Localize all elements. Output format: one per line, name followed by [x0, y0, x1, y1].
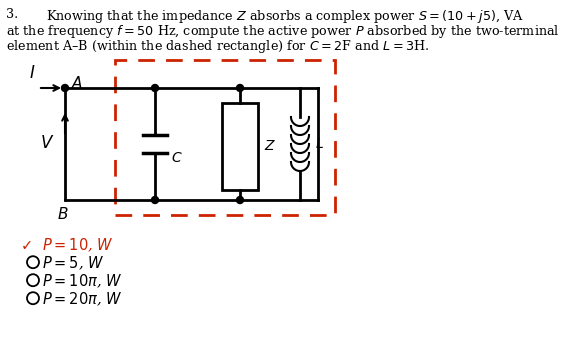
Text: $B$: $B$ — [57, 206, 68, 222]
Text: Knowing that the impedance $Z$ absorbs a complex power $S = (10 + j5)$, VA: Knowing that the impedance $Z$ absorbs a… — [46, 8, 524, 25]
Circle shape — [152, 84, 158, 91]
Text: $A$: $A$ — [71, 75, 83, 91]
Circle shape — [237, 197, 243, 203]
Text: $I$: $I$ — [29, 65, 35, 82]
Text: $C$: $C$ — [171, 151, 183, 165]
Text: $P = 20\pi$, $W$: $P = 20\pi$, $W$ — [42, 291, 122, 308]
Text: $Z$: $Z$ — [264, 139, 276, 153]
Text: $V$: $V$ — [40, 136, 54, 153]
Text: at the frequency $f = 50$ Hz, compute the active power $P$ absorbed by the two-t: at the frequency $f = 50$ Hz, compute th… — [6, 23, 560, 40]
Text: $\checkmark$: $\checkmark$ — [20, 237, 32, 252]
Text: $P = 5$, $W$: $P = 5$, $W$ — [42, 255, 104, 272]
Circle shape — [152, 197, 158, 203]
Text: $P = 10$, $W$: $P = 10$, $W$ — [42, 237, 114, 254]
Bar — [222, 103, 258, 190]
Text: element A–B (within the dashed rectangle) for $C = 2$F and $L = 3$H.: element A–B (within the dashed rectangle… — [6, 38, 430, 55]
Circle shape — [237, 84, 243, 91]
Text: 3.: 3. — [6, 8, 18, 21]
Text: $L$: $L$ — [315, 137, 324, 151]
Circle shape — [62, 84, 68, 91]
Text: $P = 10\pi$, $W$: $P = 10\pi$, $W$ — [42, 273, 122, 290]
